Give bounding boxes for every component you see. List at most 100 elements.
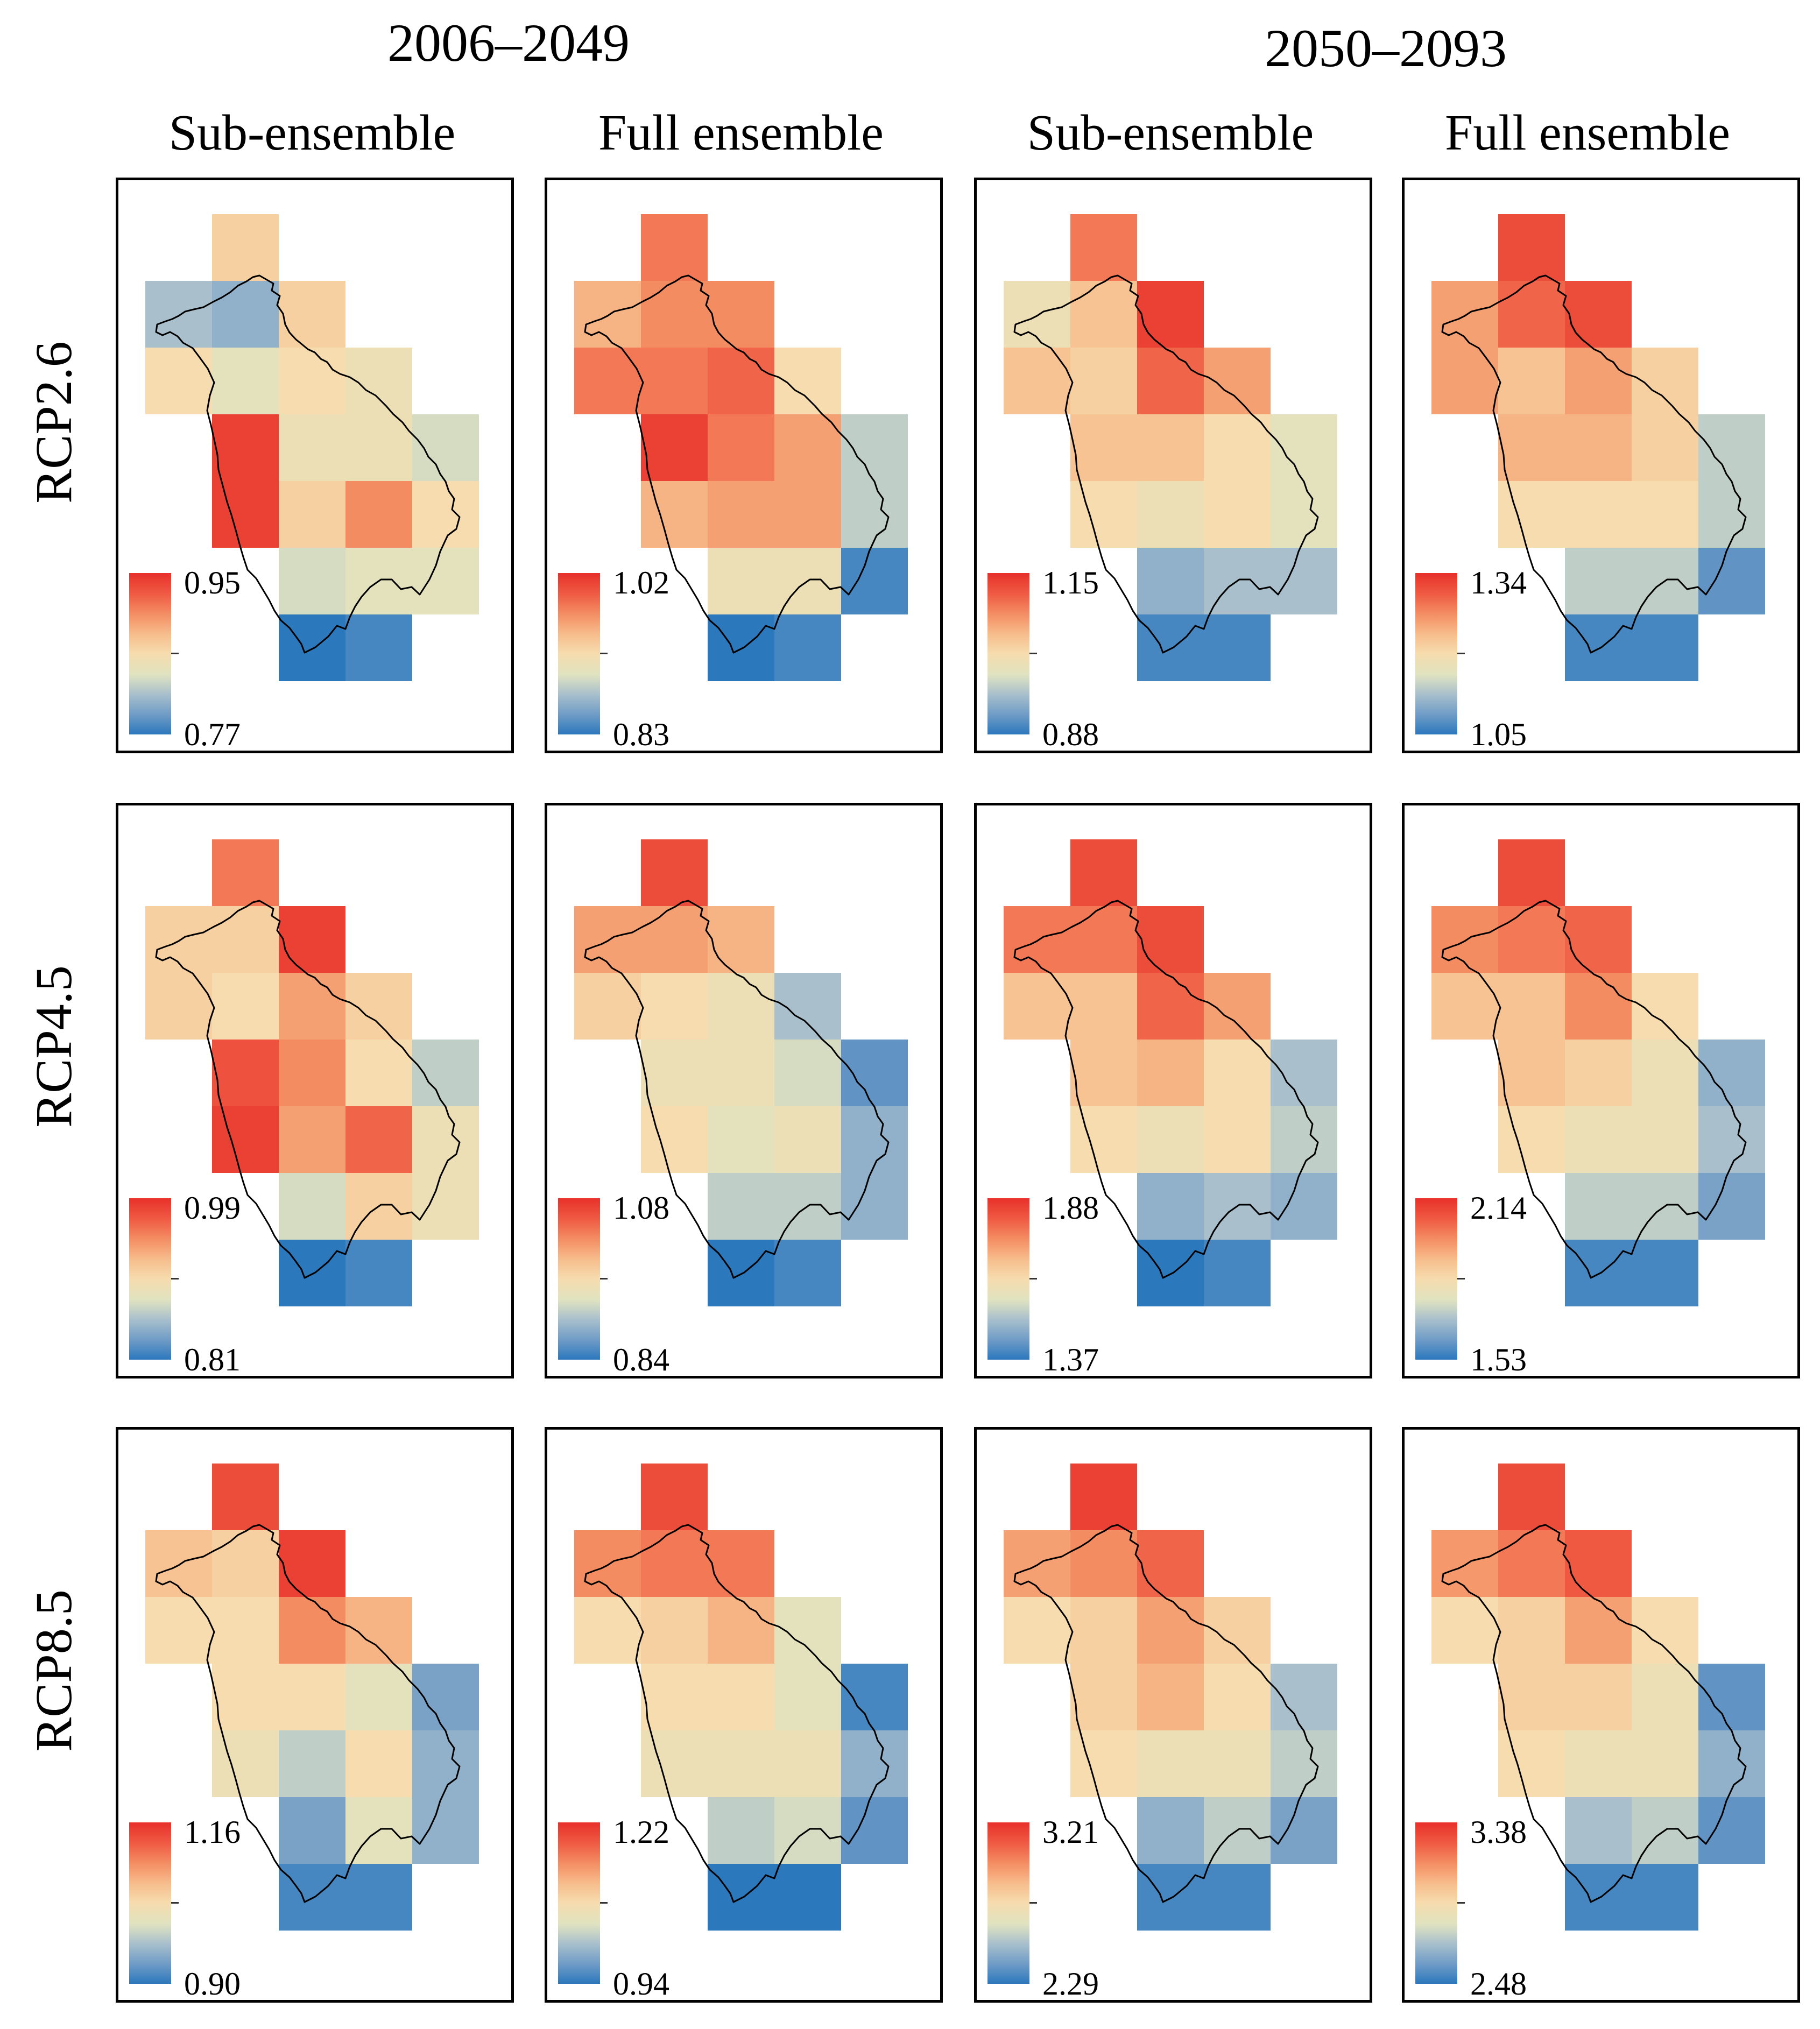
colorbar-min-label: 0.94 bbox=[613, 1966, 669, 2002]
column-header-2: Full ensemble bbox=[598, 105, 884, 161]
grid-cell bbox=[1137, 1730, 1204, 1797]
grid-cell bbox=[1204, 1664, 1271, 1730]
basin-outline bbox=[584, 1524, 890, 1903]
colorbar-min-label: 0.83 bbox=[613, 717, 669, 752]
grid-cell bbox=[1137, 906, 1204, 973]
colorbar-mid-tick bbox=[600, 1278, 608, 1279]
grid-cell bbox=[412, 414, 479, 481]
row-label-rcp45: RCP4.5 bbox=[25, 965, 82, 1128]
colorbar-max-label: 1.15 bbox=[1042, 565, 1099, 600]
grid-cell bbox=[212, 1464, 279, 1530]
grid-cell bbox=[1498, 1464, 1565, 1530]
grid-cell bbox=[641, 481, 708, 548]
colorbar-max-label: 2.14 bbox=[1470, 1190, 1527, 1226]
grid-cell bbox=[212, 1106, 279, 1173]
grid-cell bbox=[345, 614, 412, 681]
map-panel: 1.15 0.88 bbox=[974, 178, 1372, 753]
gridded-map bbox=[574, 214, 908, 681]
colorbar-mid-tick bbox=[1029, 653, 1037, 654]
colorbar-mid-tick bbox=[1029, 1902, 1037, 1904]
gridded-map bbox=[1004, 1464, 1337, 1931]
grid-cell bbox=[774, 614, 841, 681]
grid-cell bbox=[1070, 1040, 1137, 1106]
grid-cell bbox=[1698, 1106, 1765, 1173]
gridded-map bbox=[145, 839, 479, 1306]
grid-cell bbox=[641, 1597, 708, 1664]
grid-cell bbox=[1565, 973, 1632, 1040]
grid-cell bbox=[708, 548, 774, 614]
column-header-1: Sub-ensemble bbox=[168, 105, 456, 161]
grid-cell bbox=[1565, 1597, 1632, 1664]
grid-cell bbox=[841, 481, 908, 548]
grid-cell bbox=[345, 1664, 412, 1730]
colorbar-max-label: 1.16 bbox=[184, 1814, 241, 1850]
grid-cell bbox=[1498, 1664, 1565, 1730]
grid-cell bbox=[212, 414, 279, 481]
grid-cell bbox=[1565, 1173, 1632, 1240]
grid-cell bbox=[641, 414, 708, 481]
grid-cell bbox=[212, 214, 279, 281]
grid-cell bbox=[1070, 1597, 1137, 1664]
grid-cell bbox=[708, 906, 774, 973]
colorbar-min-label: 0.84 bbox=[613, 1342, 669, 1377]
grid-cell bbox=[1632, 1040, 1698, 1106]
basin-outline bbox=[155, 1524, 461, 1903]
colorbar-mid-tick bbox=[600, 653, 608, 654]
grid-cell bbox=[774, 1106, 841, 1173]
grid-cell bbox=[412, 1173, 479, 1240]
grid-cell bbox=[1632, 1240, 1698, 1306]
grid-cell bbox=[1698, 1173, 1765, 1240]
grid-cell bbox=[1565, 414, 1632, 481]
gridded-map bbox=[1431, 1464, 1765, 1931]
grid-cell bbox=[1698, 1797, 1765, 1864]
grid-cell bbox=[774, 1040, 841, 1106]
basin-outline bbox=[1441, 1524, 1747, 1903]
colorbar-mid-tick bbox=[600, 1902, 608, 1904]
grid-cell bbox=[279, 1797, 345, 1864]
grid-cell bbox=[412, 1040, 479, 1106]
grid-cell bbox=[708, 1106, 774, 1173]
grid-cell bbox=[1698, 1730, 1765, 1797]
colorbar bbox=[987, 1198, 1029, 1360]
grid-cell bbox=[1498, 1106, 1565, 1173]
grid-cell bbox=[1565, 1864, 1632, 1931]
colorbar-min-label: 1.37 bbox=[1042, 1342, 1099, 1377]
grid-cell bbox=[1070, 1530, 1137, 1597]
grid-cell bbox=[1204, 1864, 1271, 1931]
grid-cell bbox=[279, 281, 345, 348]
grid-cell bbox=[279, 348, 345, 414]
grid-cell bbox=[708, 1797, 774, 1864]
grid-cell bbox=[345, 1730, 412, 1797]
grid-cell bbox=[1137, 1173, 1204, 1240]
gridded-map bbox=[145, 1464, 479, 1931]
map-panel: 1.08 0.84 bbox=[545, 803, 943, 1378]
colorbar bbox=[129, 573, 171, 734]
gridded-map bbox=[574, 839, 908, 1306]
grid-cell bbox=[1271, 1797, 1337, 1864]
grid-cell bbox=[1137, 481, 1204, 548]
grid-cell bbox=[279, 1173, 345, 1240]
grid-cell bbox=[1137, 414, 1204, 481]
colorbar bbox=[558, 1822, 600, 1984]
colorbar bbox=[558, 1198, 600, 1360]
grid-cell bbox=[1498, 348, 1565, 414]
basin-outline bbox=[1013, 274, 1319, 654]
colorbar-mid-tick bbox=[1457, 1902, 1465, 1904]
gridded-map bbox=[1004, 214, 1337, 681]
grid-cell bbox=[1632, 1106, 1698, 1173]
grid-cell bbox=[279, 548, 345, 614]
grid-cell bbox=[345, 414, 412, 481]
colorbar bbox=[987, 1822, 1029, 1984]
colorbar-max-label: 3.21 bbox=[1042, 1814, 1099, 1850]
map-panel: 1.02 0.83 bbox=[545, 178, 943, 753]
basin-outline bbox=[584, 900, 890, 1279]
grid-cell bbox=[145, 973, 212, 1040]
grid-cell bbox=[1204, 414, 1271, 481]
grid-cell bbox=[841, 1173, 908, 1240]
grid-cell bbox=[641, 214, 708, 281]
map-panel: 1.34 1.05 bbox=[1402, 178, 1800, 753]
colorbar bbox=[129, 1822, 171, 1984]
grid-cell bbox=[1070, 1664, 1137, 1730]
grid-cell bbox=[1565, 1240, 1632, 1306]
